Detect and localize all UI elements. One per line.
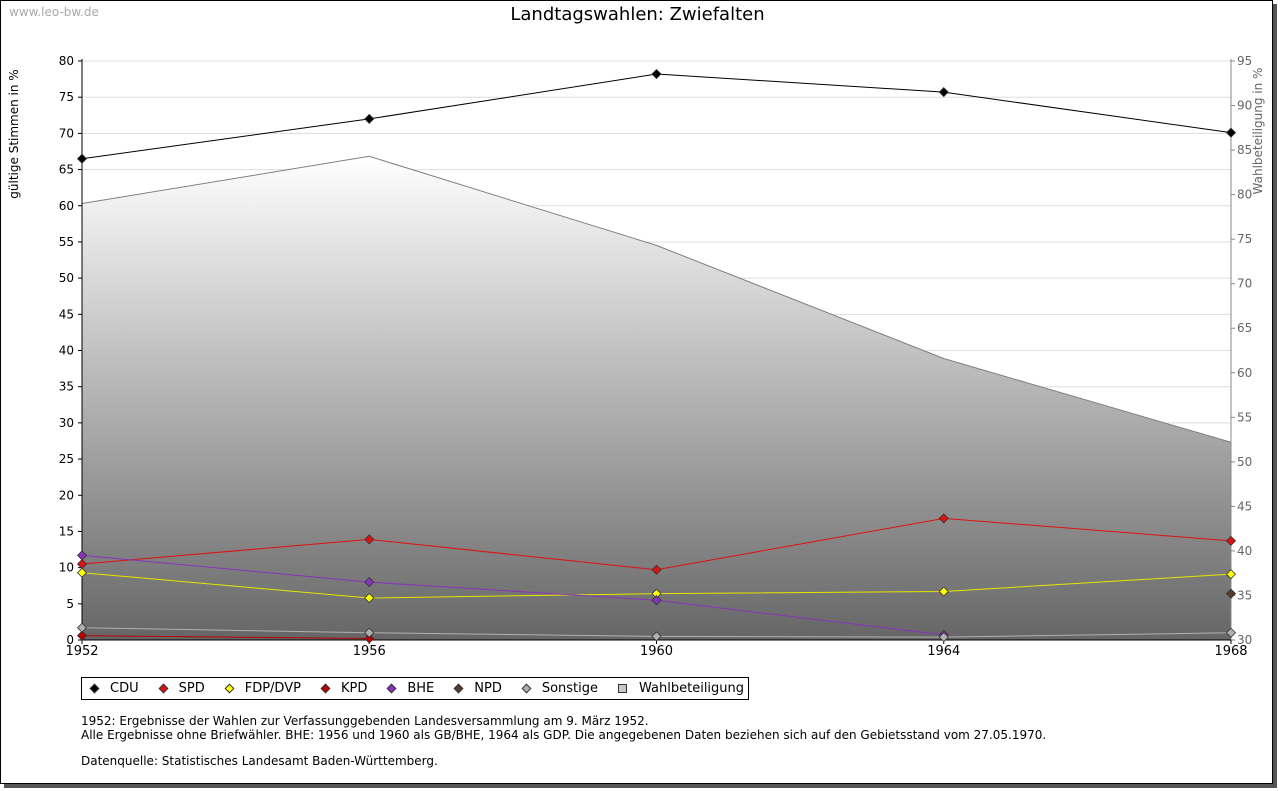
y-tick-label: 25 xyxy=(59,452,74,466)
data-point-sonstige xyxy=(364,627,375,638)
legend-item: CDU xyxy=(89,681,139,696)
x-tick-label: 1964 xyxy=(927,644,960,659)
legend-diamond-icon xyxy=(158,683,169,694)
data-point-cdu xyxy=(651,68,662,80)
y2-tick-label: 65 xyxy=(1237,321,1252,335)
legend-label: BHE xyxy=(407,681,435,696)
legend-diamond-icon xyxy=(386,683,397,694)
y-tick-label: 75 xyxy=(59,90,74,104)
y2-tick-label: 60 xyxy=(1237,366,1252,380)
data-point-cdu xyxy=(938,87,949,98)
y2-axis-label: Wahlbeteiligung in % xyxy=(1251,68,1265,195)
data-point-cdu xyxy=(1225,127,1237,138)
x-tick-label: 1960 xyxy=(640,644,673,659)
series-line-cdu xyxy=(81,73,1232,160)
data-point-fdp-dvp xyxy=(76,567,88,578)
x-tick-label: 1968 xyxy=(1214,644,1247,659)
legend-item: Wahlbeteiligung xyxy=(618,681,744,696)
y-tick-label: 40 xyxy=(59,344,74,358)
y2-tick-label: 80 xyxy=(1237,188,1252,202)
y-tick-label: 45 xyxy=(59,307,74,321)
y-tick-label: 15 xyxy=(59,524,74,538)
y2-tick-label: 55 xyxy=(1237,410,1252,424)
y2-tick-label: 70 xyxy=(1237,277,1252,291)
data-point-spd xyxy=(938,513,949,524)
footnote-2: Alle Ergebnisse ohne Briefwähler. BHE: 1… xyxy=(81,728,1047,742)
legend-diamond-icon xyxy=(521,683,532,694)
legend-diamond-icon xyxy=(89,683,100,694)
legend-item: Sonstige xyxy=(521,681,599,696)
legend-diamond-icon xyxy=(224,683,235,694)
footnotes: 1952: Ergebnisse der Wahlen zur Verfassu… xyxy=(81,714,1046,742)
legend-diamond-icon xyxy=(320,683,331,694)
data-point-fdp-dvp xyxy=(364,592,375,604)
y-tick-label: 70 xyxy=(59,126,74,140)
legend-label: FDP/DVP xyxy=(244,681,301,696)
data-point-spd xyxy=(364,534,375,545)
legend-label: Wahlbeteiligung xyxy=(639,681,745,696)
y-axis-label: gültige Stimmen in % xyxy=(7,69,21,198)
legend-item: SPD xyxy=(158,681,205,696)
footnote-1: 1952: Ergebnisse der Wahlen zur Verfassu… xyxy=(81,714,649,728)
legend-label: Sonstige xyxy=(541,681,599,696)
legend: CDU SPD FDP/DVP KPD BHE NPD Sonstige Wahlbeteil… xyxy=(81,677,750,700)
chart-svg: 0 5 10 15 20 25 30 35 40 45 50 55 60 65 70 75 80 30 35 40 45… xyxy=(7,54,1265,659)
y2-tick-label: 35 xyxy=(1237,588,1252,602)
watermark: www.leo-bw.de xyxy=(9,5,99,19)
data-point-sonstige xyxy=(651,631,662,642)
data-point-fdp-dvp xyxy=(1225,569,1237,580)
y-tick-label: 55 xyxy=(59,235,74,249)
y-tick-label: 65 xyxy=(59,163,74,177)
y-tick-label: 60 xyxy=(59,199,74,213)
x-tick-label: 1956 xyxy=(353,644,386,659)
y2-tick-label: 45 xyxy=(1237,499,1252,513)
data-point-fdp-dvp xyxy=(938,586,949,597)
data-point-bhe xyxy=(651,595,662,606)
y2-tick-label: 30 xyxy=(1237,633,1252,647)
data-source: Datenquelle: Statistisches Landesamt Bad… xyxy=(81,754,438,768)
legend-label: CDU xyxy=(110,681,139,696)
y-tick-label: 30 xyxy=(59,416,74,430)
legend-diamond-icon xyxy=(453,683,464,694)
data-point-sonstige xyxy=(938,632,949,643)
series-line-bhe xyxy=(81,554,944,636)
y2-tick-label: 85 xyxy=(1237,143,1252,157)
data-point-kpd xyxy=(76,630,88,641)
data-point-bhe xyxy=(76,550,88,561)
y-tick-label: 0 xyxy=(66,633,74,647)
y2-tick-label: 40 xyxy=(1237,544,1252,558)
data-point-kpd xyxy=(364,633,375,644)
legend-label: NPD xyxy=(474,681,502,696)
chart-title: Landtagswahlen: Zwiefalten xyxy=(510,4,765,25)
data-point-cdu xyxy=(364,113,375,124)
y-tick-label: 5 xyxy=(66,597,74,611)
y2-tick-label: 95 xyxy=(1237,54,1252,68)
legend-label: SPD xyxy=(178,681,205,696)
data-point-cdu xyxy=(76,153,88,164)
data-point-sonstige xyxy=(1225,627,1237,638)
data-point-npd xyxy=(1225,588,1237,599)
y2-tick-label: 90 xyxy=(1237,99,1252,113)
legend-item: NPD xyxy=(453,681,502,696)
series-line-kpd xyxy=(81,635,370,640)
y-tick-label: 10 xyxy=(59,561,74,575)
legend-item: FDP/DVP xyxy=(224,681,301,696)
legend-item: BHE xyxy=(386,681,435,696)
y-tick-label: 80 xyxy=(59,54,74,68)
y-tick-label: 50 xyxy=(59,271,74,285)
legend-item: KPD xyxy=(320,681,368,696)
legend-square-icon xyxy=(618,684,628,693)
x-tick-label: 1952 xyxy=(65,644,98,659)
data-point-spd xyxy=(1225,535,1237,546)
y-tick-label: 35 xyxy=(59,380,74,394)
y2-tick-label: 75 xyxy=(1237,232,1252,246)
y2-tick-label: 50 xyxy=(1237,455,1252,469)
data-point-bhe xyxy=(364,577,375,588)
legend-label: KPD xyxy=(340,681,368,696)
data-point-sonstige xyxy=(76,622,88,633)
turnout-line xyxy=(81,155,1232,443)
data-point-spd xyxy=(651,564,662,575)
y-tick-label: 20 xyxy=(59,488,74,502)
